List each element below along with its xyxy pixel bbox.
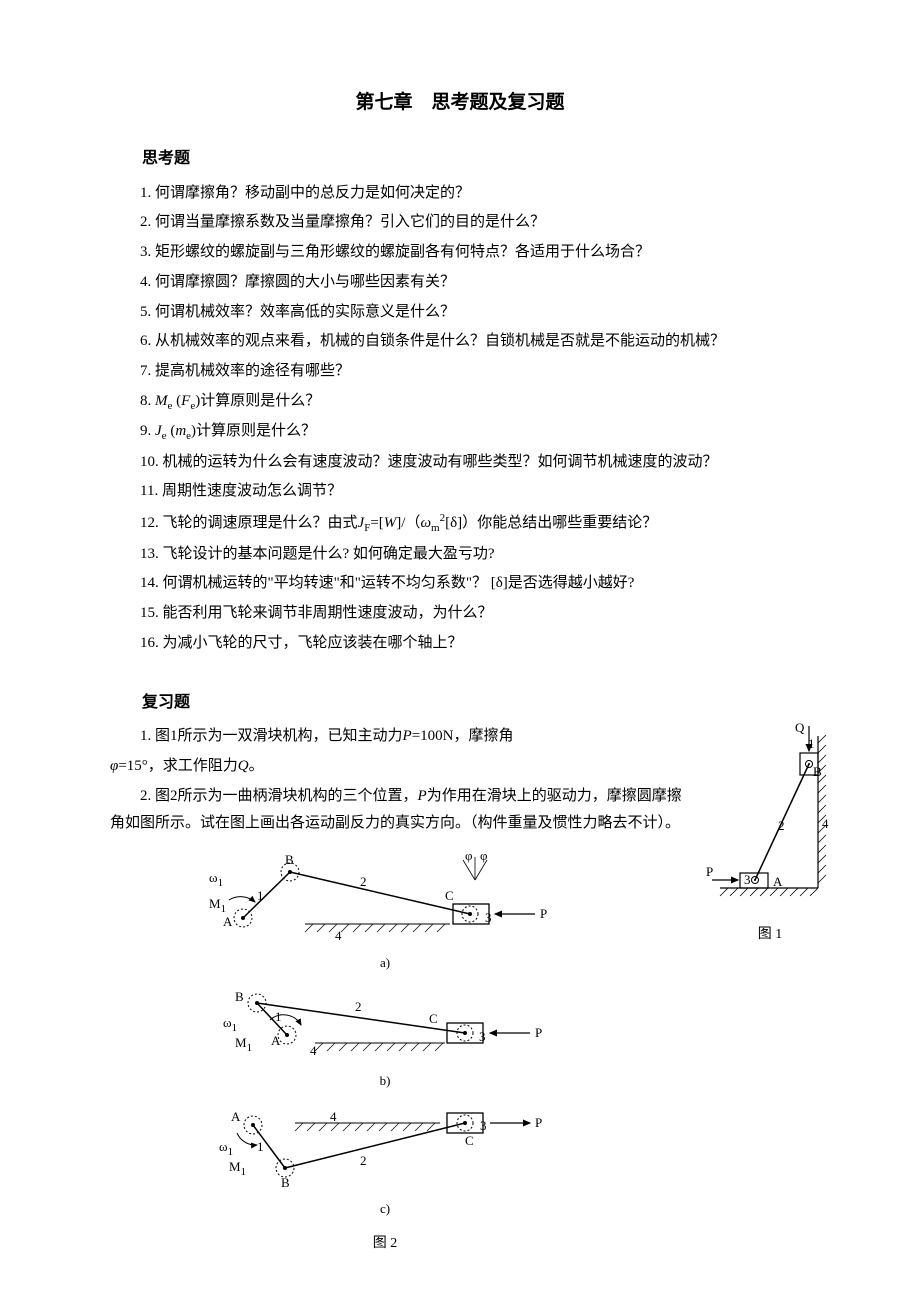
svg-text:C: C — [429, 1011, 438, 1026]
svg-text:1: 1 — [808, 736, 815, 751]
q3: 3. 矩形螺纹的螺旋副与三角形螺纹的螺旋副各有何特点？各适用于什么场合？ — [110, 239, 810, 267]
svg-text:4: 4 — [330, 1109, 337, 1124]
svg-text:ω1: ω1 — [219, 1139, 233, 1158]
q8: 8. Me (Fe)计算原则是什么？ — [110, 388, 810, 416]
svg-text:φ: φ — [465, 852, 473, 863]
svg-text:3: 3 — [744, 872, 751, 887]
section1-heading: 思考题 — [110, 144, 810, 174]
fig2-b: B A C P ω1 M1 1 2 3 4 — [215, 985, 555, 1065]
svg-text:2: 2 — [360, 874, 367, 889]
q15: 15. 能否利用飞轮来调节非周期性速度波动，为什么？ — [110, 600, 810, 628]
q13: 13. 飞轮设计的基本问题是什么? 如何确定最大盈亏功? — [110, 541, 810, 569]
svg-text:P: P — [706, 864, 713, 879]
ex-p1-line1: 1. 图1所示为一双滑块机构，已知主动力P=100N，摩擦角 — [110, 723, 690, 751]
q16: 16. 为减小飞轮的尺寸，飞轮应该装在哪个轴上？ — [110, 630, 810, 658]
fig2-caption: 图 2 — [200, 1231, 570, 1257]
figure-2: φ φ A B C P ω1 M1 1 2 3 4 a) — [200, 852, 570, 1257]
svg-text:B: B — [235, 989, 244, 1004]
svg-text:M1: M1 — [229, 1159, 246, 1178]
svg-text:Q: Q — [795, 720, 805, 735]
svg-text:M1: M1 — [235, 1035, 252, 1054]
svg-text:ω1: ω1 — [209, 870, 223, 889]
fig2-a: φ φ A B C P ω1 M1 1 2 3 4 — [205, 852, 565, 947]
svg-text:P: P — [535, 1115, 542, 1130]
svg-text:P: P — [535, 1025, 542, 1040]
svg-text:B: B — [285, 852, 294, 867]
svg-text:φ: φ — [480, 852, 488, 863]
svg-text:3: 3 — [485, 910, 492, 925]
q9: 9. Je (me)计算原则是什么？ — [110, 418, 810, 446]
exercise-text: 1. 图1所示为一双滑块机构，已知主动力P=100N，摩擦角 φ=15°，求工作… — [110, 723, 690, 838]
q14: 14. 何谓机械运转的"平均转速"和"运转不均匀系数"？ [δ]是否选得越小越好… — [110, 570, 810, 598]
q6: 6. 从机械效率的观点来看，机械的自锁条件是什么？自锁机械是否就是不能运动的机械… — [110, 328, 810, 356]
svg-text:C: C — [445, 888, 454, 903]
fig1-caption: 图 1 — [700, 922, 840, 948]
ex-p1-line2: φ=15°，求工作阻力Q。 — [110, 753, 690, 781]
svg-text:A: A — [231, 1109, 241, 1124]
svg-text:2: 2 — [355, 999, 362, 1014]
figure-1: Q P B A 1 2 3 4 图 1 — [700, 718, 840, 948]
q7: 7. 提高机械效率的途径有哪些？ — [110, 358, 810, 386]
q1: 1. 何谓摩擦角？移动副中的总反力是如何决定的？ — [110, 180, 810, 208]
fig2-b-label: b) — [200, 1069, 570, 1093]
svg-text:B: B — [813, 764, 822, 779]
thinking-questions: 1. 何谓摩擦角？移动副中的总反力是如何决定的？ 2. 何谓当量摩擦系数及当量摩… — [110, 180, 810, 658]
q11: 11. 周期性速度波动怎么调节？ — [110, 478, 810, 506]
svg-text:M1: M1 — [209, 896, 226, 915]
svg-text:A: A — [271, 1033, 281, 1048]
svg-text:B: B — [281, 1175, 290, 1190]
q12: 12. 飞轮的调速原理是什么？由式JF=[W]/（ωm2[δ]）你能总结出哪些重… — [110, 508, 810, 538]
ex-p2-line1: 2. 图2所示为一曲柄滑块机构的三个位置，P为作用在滑块上的驱动力，摩擦圆摩擦角… — [110, 783, 690, 839]
svg-text:3: 3 — [479, 1029, 486, 1044]
q2: 2. 何谓当量摩擦系数及当量摩擦角？引入它们的目的是什么？ — [110, 209, 810, 237]
section2-heading: 复习题 — [110, 688, 810, 718]
svg-text:4: 4 — [822, 816, 829, 831]
svg-text:P: P — [540, 906, 547, 921]
svg-text:A: A — [773, 874, 783, 889]
fig2-c-label: c) — [200, 1197, 570, 1221]
svg-text:1: 1 — [257, 1139, 264, 1154]
svg-text:4: 4 — [335, 928, 342, 943]
page-title: 第七章 思考题及复习题 — [110, 85, 810, 120]
svg-text:2: 2 — [360, 1153, 367, 1168]
q10: 10. 机械的运转为什么会有速度波动？速度波动有哪些类型？如何调节机械速度的波动… — [110, 449, 810, 477]
fig2-c: A B C P ω1 M1 1 2 3 4 — [215, 1103, 555, 1193]
svg-text:1: 1 — [257, 888, 264, 903]
svg-text:C: C — [465, 1133, 474, 1148]
svg-text:4: 4 — [310, 1043, 317, 1058]
exercise-area: Q P B A 1 2 3 4 图 1 1. 图1所示为一双滑块机构，已知主动力… — [110, 723, 810, 1257]
svg-text:ω1: ω1 — [223, 1015, 237, 1034]
svg-text:1: 1 — [275, 1009, 282, 1024]
svg-text:A: A — [223, 914, 233, 929]
q4: 4. 何谓摩擦圆？摩擦圆的大小与哪些因素有关？ — [110, 269, 810, 297]
q5: 5. 何谓机械效率？效率高低的实际意义是什么？ — [110, 299, 810, 327]
fig2-a-label: a) — [200, 951, 570, 975]
svg-text:2: 2 — [778, 818, 785, 833]
svg-text:3: 3 — [480, 1118, 487, 1133]
